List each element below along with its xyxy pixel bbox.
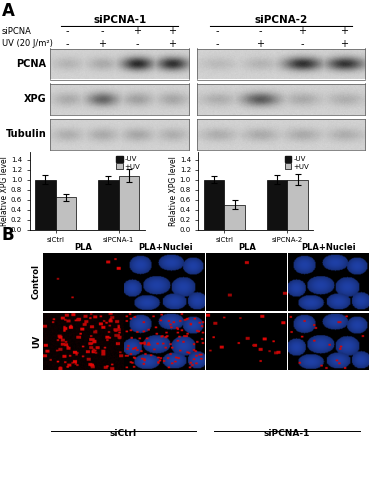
Text: +: +	[340, 26, 348, 36]
Text: -: -	[66, 38, 69, 48]
Text: -: -	[135, 38, 139, 48]
Text: -: -	[101, 26, 104, 36]
Text: B: B	[2, 226, 14, 244]
Text: +: +	[298, 26, 306, 36]
Text: siPCNA-1: siPCNA-1	[264, 429, 310, 438]
Text: -: -	[66, 26, 69, 36]
Bar	[35, 180, 56, 230]
Bar	[288, 180, 308, 230]
Bar	[267, 180, 288, 230]
Bar	[224, 204, 245, 230]
Text: +: +	[256, 38, 264, 48]
Text: +: +	[340, 38, 348, 48]
Text: siCtrl: siCtrl	[110, 429, 137, 438]
Text: Control: Control	[32, 264, 41, 300]
Text: XPG: XPG	[24, 94, 46, 104]
Text: -: -	[216, 26, 220, 36]
Text: UV (20 J/m²): UV (20 J/m²)	[2, 39, 53, 48]
Bar	[204, 180, 224, 230]
Legend: -UV, +UV: -UV, +UV	[284, 156, 310, 170]
Text: PLA: PLA	[75, 243, 92, 252]
Text: siPCNA: siPCNA	[2, 27, 32, 36]
Text: -: -	[216, 38, 220, 48]
Text: siPCNA-2: siPCNA-2	[255, 15, 308, 25]
Text: +: +	[168, 26, 176, 36]
Bar	[56, 197, 76, 230]
Text: PLA: PLA	[238, 243, 256, 252]
Text: Tubulin: Tubulin	[6, 129, 46, 139]
Text: PCNA: PCNA	[16, 59, 46, 69]
Bar	[98, 180, 119, 230]
Text: +: +	[133, 26, 141, 36]
Text: +: +	[98, 38, 106, 48]
Text: A: A	[2, 2, 15, 21]
Y-axis label: Relative XPG level: Relative XPG level	[169, 156, 178, 226]
Text: UV: UV	[32, 334, 41, 348]
Text: +: +	[168, 38, 176, 48]
Legend: -UV, +UV: -UV, +UV	[115, 156, 141, 170]
Text: PLA+Nuclei: PLA+Nuclei	[138, 243, 193, 252]
Text: PLA+Nuclei: PLA+Nuclei	[301, 243, 356, 252]
Text: -: -	[258, 26, 262, 36]
Text: siPCNA-1: siPCNA-1	[93, 15, 146, 25]
Bar	[119, 176, 139, 230]
Text: -: -	[301, 38, 304, 48]
Y-axis label: Relative XPG level: Relative XPG level	[0, 156, 9, 226]
